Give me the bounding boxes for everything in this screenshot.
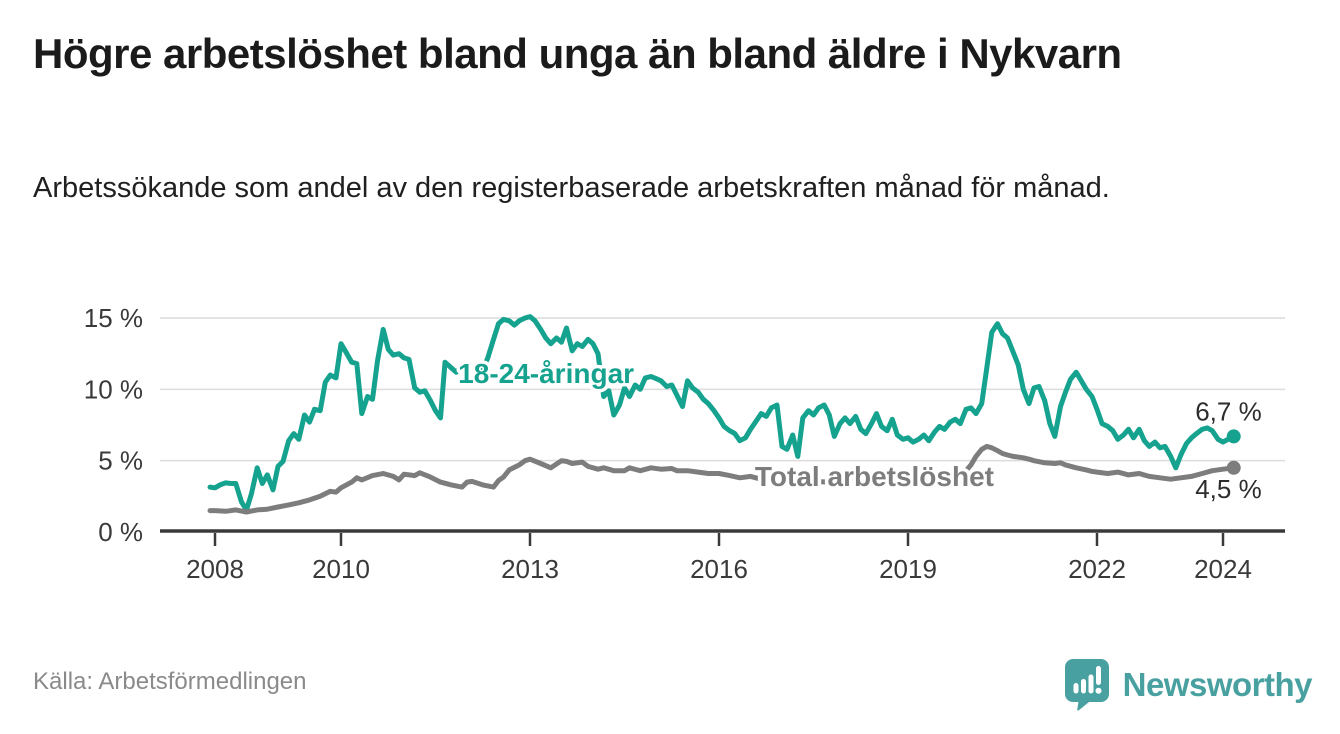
source-note: Källa: Arbetsförmedlingen — [33, 668, 307, 695]
series-end-value-label-1: 4,5 % — [1195, 474, 1262, 504]
logo-bubble — [1064, 659, 1109, 711]
logo-exclamation-bar — [1095, 666, 1101, 685]
x-axis-label: 2013 — [501, 554, 559, 584]
logo-exclamation-dot — [1095, 687, 1102, 694]
x-axis-label: 2019 — [879, 554, 937, 584]
series-label-1: Total arbetslöshet — [755, 461, 994, 492]
x-axis-label: 2022 — [1068, 554, 1126, 584]
series-end-value-label-0: 6,7 % — [1195, 396, 1262, 426]
y-axis-label: 15 % — [84, 303, 143, 333]
logo-bar-large — [1088, 674, 1094, 694]
series-line-0 — [207, 314, 1237, 513]
chart-area: 0 % 5 % 10 % 15 % 2008 2010 2013 2016 2019 2022 20… — [0, 268, 1340, 632]
y-axis-label: 5 % — [98, 446, 143, 476]
newsworthy-logo-icon — [1064, 659, 1109, 711]
logo-bar-medium — [1080, 679, 1086, 694]
x-axis-label: 2010 — [312, 554, 370, 584]
series-line-1 — [207, 443, 1237, 515]
unemployment-line-chart: 0 % 5 % 10 % 15 % 2008 2010 2013 2016 2019 2022 20… — [84, 303, 1285, 584]
logo-bar-small — [1073, 683, 1079, 694]
y-axis-label: 0 % — [98, 517, 143, 547]
series-end-dot-1 — [1226, 460, 1241, 475]
x-axis-label: 2024 — [1194, 554, 1252, 584]
x-axis-label: 2008 — [186, 554, 244, 584]
chart-subtitle: Arbetssökande som andel av den registerb… — [33, 172, 1110, 204]
series-end-dot-0 — [1226, 429, 1241, 444]
brand-name: Newsworthy — [1122, 665, 1313, 703]
y-axis-label: 10 % — [84, 374, 143, 404]
x-axis-label: 2016 — [690, 554, 748, 584]
newsworthy-logo: Newsworthy — [1064, 658, 1313, 711]
page-title: Högre arbetslöshet bland unga än bland ä… — [33, 30, 1122, 77]
series-label-0: 18-24-åringar — [458, 358, 634, 389]
